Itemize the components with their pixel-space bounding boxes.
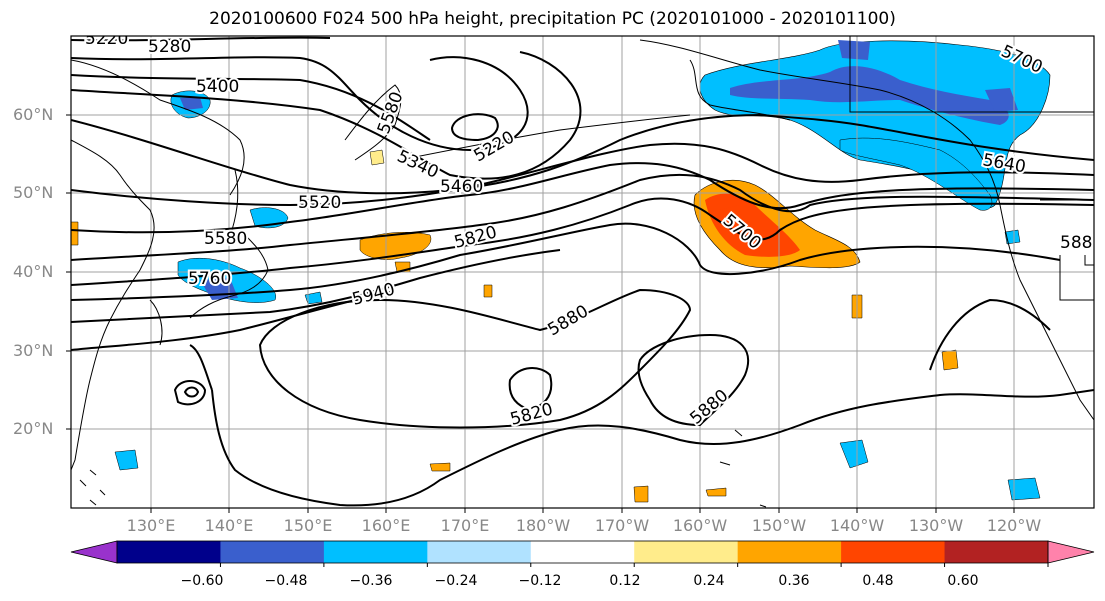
colorbar-tick-label: 0.60 xyxy=(947,573,979,589)
colorbar-segment xyxy=(530,541,635,563)
contour-label: 5520 xyxy=(298,193,341,213)
colorbar-segment xyxy=(737,541,842,563)
lon-label: 130°E xyxy=(126,516,176,535)
colorbar-tick-label: 0.48 xyxy=(862,573,894,589)
colorbar-tick-label: −0.60 xyxy=(180,573,224,589)
lon-label: 140°E xyxy=(204,516,254,535)
colorbar-segment xyxy=(634,541,739,563)
colorbar-tick-label: 0.36 xyxy=(778,573,810,589)
contour-label: 5580 xyxy=(204,229,247,249)
height-contours xyxy=(71,36,1094,507)
lat-label-30n: 30°N xyxy=(13,341,54,360)
colorbar-tick-label: −0.36 xyxy=(349,573,393,589)
lon-label: 170°W xyxy=(594,516,650,535)
colorbar-tick-label: −0.12 xyxy=(518,573,562,589)
colorbar-segment xyxy=(220,541,325,563)
lon-label: 160°E xyxy=(361,516,411,535)
colorbar-segment xyxy=(427,541,532,563)
colorbar-tick-label: −0.48 xyxy=(264,573,308,589)
contour-label: 5280 xyxy=(148,37,191,57)
lon-label: 180°W xyxy=(515,516,571,535)
lon-label: 150°W xyxy=(751,516,807,535)
contour-label: 5760 xyxy=(188,269,231,289)
colorbar-segment xyxy=(117,541,221,563)
contour-label: 5220 xyxy=(85,29,128,49)
colorbar-tick-label: −0.24 xyxy=(434,573,478,589)
contour-label: 5460 xyxy=(440,177,483,197)
lon-label: 160°W xyxy=(672,516,728,535)
colorbar-frame xyxy=(116,540,1049,564)
colorbar-segment xyxy=(323,541,428,563)
map-title: 2020100600 F024 500 hPa height, precipit… xyxy=(209,9,896,29)
lat-label-50n: 50°N xyxy=(13,183,54,202)
colorbar-segment xyxy=(841,541,946,563)
coastlines xyxy=(71,36,1094,508)
map-panel: 5220 5280 5400 5220 5340 5460 5520 5580 … xyxy=(71,29,1094,508)
graticule xyxy=(71,36,1094,508)
lon-label: 170°E xyxy=(440,516,490,535)
lon-label: 140°W xyxy=(829,516,885,535)
colorbar-extend-low xyxy=(70,540,118,564)
axis-ticks xyxy=(66,114,1015,513)
lat-label-60n: 60°N xyxy=(13,105,54,124)
lat-label-40n: 40°N xyxy=(13,262,54,281)
lon-label: 130°W xyxy=(908,516,964,535)
colorbar-tick-label: 0.12 xyxy=(609,573,641,589)
contour-label: 5400 xyxy=(196,77,239,97)
colorbar xyxy=(70,540,1095,567)
lon-label: 120°W xyxy=(986,516,1042,535)
colorbar-extend-high xyxy=(1047,540,1095,564)
contour-label: 588 xyxy=(1060,233,1092,253)
lon-label: 150°E xyxy=(283,516,333,535)
lat-label-20n: 20°N xyxy=(13,419,54,438)
colorbar-tick-label: 0.24 xyxy=(693,573,725,589)
colorbar-segment xyxy=(944,541,1049,563)
